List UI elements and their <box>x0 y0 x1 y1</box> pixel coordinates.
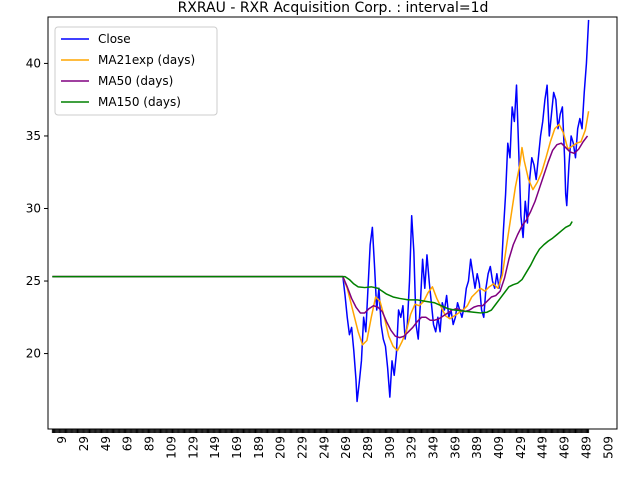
series-line-3 <box>52 221 573 314</box>
x-tick-label: 329 <box>405 436 419 459</box>
x-tick-label: 429 <box>514 436 528 459</box>
legend: Close MA21exp (days) MA50 (days) MA150 (day… <box>54 26 218 116</box>
x-tick-label: 169 <box>230 436 244 459</box>
x-tick-label: 249 <box>317 436 331 459</box>
y-axis: 20 25 30 35 40 <box>26 56 48 361</box>
series-layer <box>52 19 590 403</box>
x-tick-label: 89 <box>143 436 157 451</box>
legend-label: MA50 (days) <box>98 74 173 88</box>
x-tick-label: 69 <box>121 436 135 451</box>
y-tick-label: 40 <box>26 56 41 70</box>
x-tick-label: 229 <box>295 436 309 459</box>
x-tick-label: 509 <box>601 436 615 459</box>
x-axis: 9 29 49 69 89 109 129 149 169 189 209 229 249 269 289 3… <box>51 429 615 459</box>
y-tick-label: 25 <box>26 274 41 288</box>
x-tick-label: 269 <box>339 436 353 459</box>
series-line-0 <box>52 19 590 403</box>
legend-label: Close <box>98 32 131 46</box>
x-tick-label: 449 <box>536 436 550 459</box>
x-tick-label: 389 <box>470 436 484 459</box>
x-tick-label: 409 <box>492 436 506 459</box>
y-tick-label: 30 <box>26 201 41 215</box>
x-tick-label: 109 <box>164 436 178 459</box>
legend-label: MA21exp (days) <box>98 53 195 67</box>
x-tick-label: 489 <box>579 436 593 459</box>
x-tick-label: 49 <box>99 436 113 451</box>
x-tick-label: 469 <box>558 436 572 459</box>
legend-box <box>54 26 218 116</box>
x-tick-label: 349 <box>427 436 441 459</box>
x-tick-label: 9 <box>55 436 69 444</box>
x-tick-label: 369 <box>448 436 462 459</box>
legend-label: MA150 (days) <box>98 95 181 109</box>
x-tick-label: 149 <box>208 436 222 459</box>
x-tick-label: 29 <box>77 436 91 451</box>
x-tick-label: 129 <box>186 436 200 459</box>
chart-title: RXRAU - RXR Acquisition Corp. : interval… <box>178 0 489 16</box>
plot-frame <box>47 16 618 430</box>
y-tick-label: 35 <box>26 129 41 143</box>
x-tick-label: 209 <box>274 436 288 459</box>
x-tick-label: 189 <box>252 436 266 459</box>
x-tick-label: 289 <box>361 436 375 459</box>
x-tick-label: 309 <box>383 436 397 459</box>
y-tick-label: 20 <box>26 347 41 361</box>
